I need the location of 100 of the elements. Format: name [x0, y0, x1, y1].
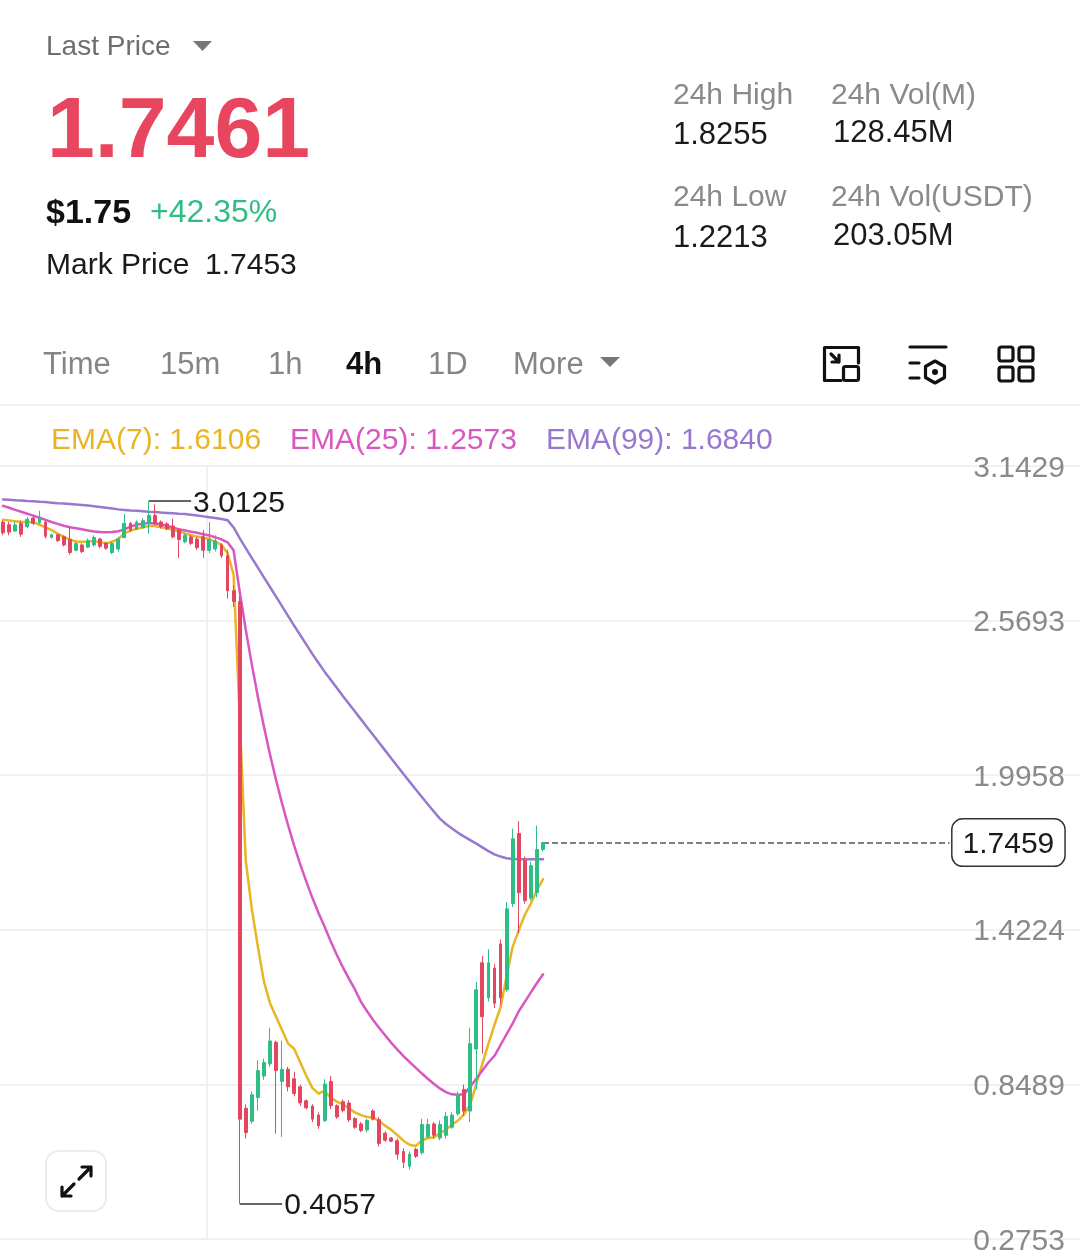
- candlestick: [183, 533, 187, 544]
- candlestick: [226, 549, 229, 600]
- candlestick: [523, 856, 527, 905]
- candlestick: [74, 541, 78, 552]
- candlestick: [335, 1103, 339, 1120]
- y-tick-label: 2.5693: [973, 604, 1065, 638]
- candlestick: [462, 1084, 466, 1117]
- candlestick: [19, 519, 23, 538]
- candlestick: [153, 503, 157, 526]
- candlestick: [220, 542, 223, 559]
- text: Last Price: [46, 30, 171, 61]
- candlestick: [274, 1040, 278, 1135]
- text: 203.05M: [833, 217, 954, 252]
- candlestick: [450, 1111, 454, 1130]
- candlestick: [268, 1027, 272, 1068]
- candlestick: [292, 1071, 296, 1097]
- y-tick-label: 0.8489: [973, 1067, 1065, 1101]
- candlestick: [80, 542, 84, 554]
- candlestick: [177, 528, 181, 559]
- text: +42.35%: [150, 193, 278, 229]
- candlestick: [468, 1027, 472, 1123]
- candlestick: [256, 1059, 260, 1112]
- candlestick: [44, 519, 47, 539]
- candlestick: [104, 541, 108, 551]
- candlestick: [232, 584, 236, 608]
- candlestick: [189, 534, 193, 546]
- text: 24h High: [673, 77, 794, 110]
- candlestick: [408, 1150, 411, 1171]
- text: EMA(99): 1.6840: [545, 421, 773, 455]
- candlestick: [201, 529, 205, 559]
- candlestick: [517, 820, 521, 934]
- text: EMA(25): 1.2573: [290, 421, 517, 455]
- candlestick: [250, 1090, 254, 1125]
- ref-line-label: 1.7459: [962, 826, 1055, 860]
- candlestick: [311, 1103, 314, 1123]
- candlestick: [414, 1147, 418, 1159]
- candlestick: [92, 534, 96, 548]
- candlestick: [493, 963, 496, 1009]
- y-tick-label: 0.2753: [973, 1222, 1065, 1255]
- text: EMA(7): 1.6106: [51, 421, 262, 455]
- candlestick: [505, 901, 509, 993]
- text: 24h Vol(M): [831, 77, 977, 110]
- candlestick: [298, 1084, 302, 1107]
- candlestick: [511, 828, 515, 908]
- candlestick: [141, 517, 145, 530]
- text: $1.75: [46, 192, 132, 230]
- candlestick: [365, 1118, 369, 1133]
- candlestick: [529, 860, 533, 902]
- candlestick: [56, 533, 60, 543]
- candlestick: [147, 500, 151, 535]
- candlestick: [535, 825, 539, 898]
- candlestick: [31, 515, 35, 526]
- candlestick: [86, 537, 90, 549]
- candlestick: [347, 1099, 351, 1123]
- candlestick: [135, 519, 138, 531]
- candlestick: [383, 1130, 387, 1143]
- candlestick: [207, 521, 211, 554]
- candlestick: [50, 533, 53, 539]
- candlestick: [171, 518, 175, 539]
- candlestick: [98, 537, 102, 549]
- text: 1.2213: [673, 219, 768, 254]
- text: 24h Vol(USDT): [831, 179, 1033, 212]
- candlestick: [541, 841, 545, 852]
- candlestick: [395, 1138, 399, 1161]
- text: 24h Low: [673, 179, 787, 212]
- candlestick: [110, 541, 114, 555]
- candlestick: [426, 1118, 430, 1140]
- text: 128.45M: [833, 114, 954, 149]
- candlestick: [116, 536, 120, 552]
- y-tick-label: 3.1429: [973, 449, 1065, 483]
- candlestick: [129, 521, 132, 533]
- text: 1.7453: [205, 247, 297, 280]
- candlestick: [444, 1111, 448, 1140]
- candlestick: [262, 1058, 266, 1081]
- candlestick: [432, 1121, 436, 1140]
- text: 1D: [428, 346, 468, 381]
- candlestick: [62, 534, 66, 548]
- candlestick: [13, 521, 17, 533]
- candlestick: [286, 1066, 290, 1092]
- candlestick: [438, 1119, 442, 1141]
- candlestick: [499, 939, 502, 1006]
- candlestick: [165, 521, 169, 531]
- candlestick: [341, 1098, 345, 1113]
- candlestick: [371, 1108, 375, 1121]
- text: 4h: [346, 346, 383, 381]
- candlestick: [323, 1078, 327, 1123]
- text: 1.7461: [47, 79, 311, 175]
- candlestick: [159, 519, 163, 530]
- annotation: 3.0125: [193, 484, 285, 518]
- candlestick: [38, 510, 41, 525]
- text: 1.8255: [673, 116, 768, 151]
- candlestick: [213, 534, 217, 552]
- text: More: [513, 346, 584, 381]
- candlestick: [456, 1090, 460, 1117]
- text: 15m: [160, 346, 221, 381]
- y-tick-label: 1.9958: [973, 758, 1065, 792]
- candlestick: [353, 1116, 357, 1130]
- candlestick: [389, 1136, 393, 1143]
- candlestick: [25, 516, 29, 529]
- candlestick: [122, 513, 126, 539]
